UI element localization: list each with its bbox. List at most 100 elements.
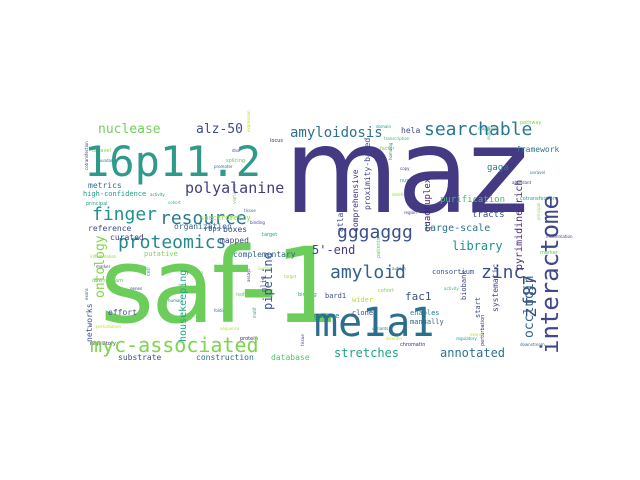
word-nuclease: nuclease [98,122,161,137]
word-16p11.2: 16p11.2 [84,137,261,186]
word-gggaggg: gggaggg [337,222,413,243]
tiny-word: exons [470,332,482,337]
tiny-word: mapping [478,126,496,131]
word-gli1: gli1 [260,275,268,292]
word-rbps: rbps [204,225,221,233]
tiny-word: cohort [378,288,394,294]
tiny-word: abundant [512,180,532,185]
tiny-word: transcription [384,136,410,141]
tiny-word: copy [400,166,410,171]
word-reference: reference [88,224,132,233]
tiny-word: promoter [214,164,233,169]
tiny-word: inflammation [90,254,117,259]
tiny-word: number [400,178,420,184]
word-curated: curated [110,233,144,242]
word-zinc: zinc [481,262,524,283]
word-proximity-based: proximity-based [363,138,372,210]
word-library: library [452,239,503,253]
tiny-word: abundant [96,158,116,163]
tiny-word: downstream [92,278,123,284]
tiny-word: principal [536,203,541,220]
word-boxes: boxes [223,225,247,234]
word-myc-associated: myc-associated [90,333,259,357]
tiny-word: activity [150,192,165,197]
word-quadruplex: quadruplex [423,177,433,232]
word-amyloidosis: amyloidosis [290,125,383,141]
tiny-word: dna [232,148,240,153]
word-spectrometry: spectrometry [200,214,251,222]
word-large-scale: large-scale [424,223,490,234]
tiny-word: unravel [530,170,545,175]
word-pipeline: pipeline [261,252,275,310]
word-5-end: 5'-end [312,243,355,257]
tiny-word: exons [84,288,89,300]
word-construction: construction [196,353,254,362]
tiny-word: cell [146,267,152,276]
word-gaga: gaga [487,163,509,173]
tiny-word: cohort [168,200,181,205]
tiny-word: cotransfection [84,141,89,170]
tiny-word: marker [96,264,111,269]
word-finger: finger [92,204,157,225]
tiny-word: marker [540,250,559,256]
word-occludin: occludin [522,275,537,338]
tiny-word: nuclear [258,266,273,271]
tiny-word: folding [214,308,228,313]
word-metrics: metrics [88,181,122,190]
word-zf87: zf87 [520,275,541,318]
tiny-word: activity [444,286,459,291]
tiny-word: tissue [244,208,256,213]
tiny-word: autism [392,266,406,271]
word-bard1: bard1 [325,292,346,300]
word-comprehensive: comprehensive [351,169,360,232]
tiny-word: principal [86,201,108,207]
tiny-word: loci [196,270,203,275]
tiny-word: mouse [180,284,197,290]
tiny-word: splicing [226,158,245,164]
word-wider: wider [352,296,373,304]
tiny-word: signals [486,126,491,140]
word-pyrimidine-rich: pyrimidine-rich [514,180,525,270]
tiny-word: pathway [520,120,542,126]
word-tracts: tracts [472,210,505,220]
tiny-word: disorder [386,336,403,341]
cloud-canvas [80,120,560,360]
word-fac1: fac1 [405,290,432,303]
tiny-word: patients [376,237,382,258]
word-mapped: mapped [220,236,249,245]
tiny-word: human [168,298,182,303]
word-saf-1: saf-1 [100,225,338,347]
tiny-word: assays [246,268,251,282]
word-effort: effort [108,308,137,317]
tiny-word: sequence [220,326,240,331]
word-resource: resource [160,208,247,229]
word-high-confidence: high-confidence [83,190,146,198]
tiny-word: perturbation [96,324,122,329]
tiny-word: protein [240,336,258,342]
word-me1a1: me1a1 [314,300,434,346]
tiny-word: tissue [300,334,305,346]
tiny-word: chromatin [400,342,425,348]
tiny-word: homolog [388,142,393,160]
tiny-word: variants [372,326,388,331]
word-organization: organization [174,222,232,231]
tiny-word: binding [250,220,265,225]
tiny-word: factor [380,146,396,152]
tiny-word: regulatory [456,336,477,341]
tiny-word: genes [130,286,142,291]
tiny-word: region [404,210,417,215]
word-amyloid: amyloid [330,262,406,283]
tiny-word: locus [270,138,283,144]
tiny-word: perturbation [480,315,486,346]
tiny-word: variants [232,183,238,204]
word-hela: hela [401,126,420,135]
tiny-word: downstream [520,342,545,347]
word-complementary: complementary [233,250,296,259]
tiny-word: target [262,232,277,238]
word-annotated: annotated [440,346,505,360]
word-stretches: stretches [334,346,399,360]
word-systematic: systematic [491,264,500,312]
word-framework: framework [516,145,560,154]
word-searchable: searchable [424,119,532,140]
word-genome: genome [314,312,339,320]
